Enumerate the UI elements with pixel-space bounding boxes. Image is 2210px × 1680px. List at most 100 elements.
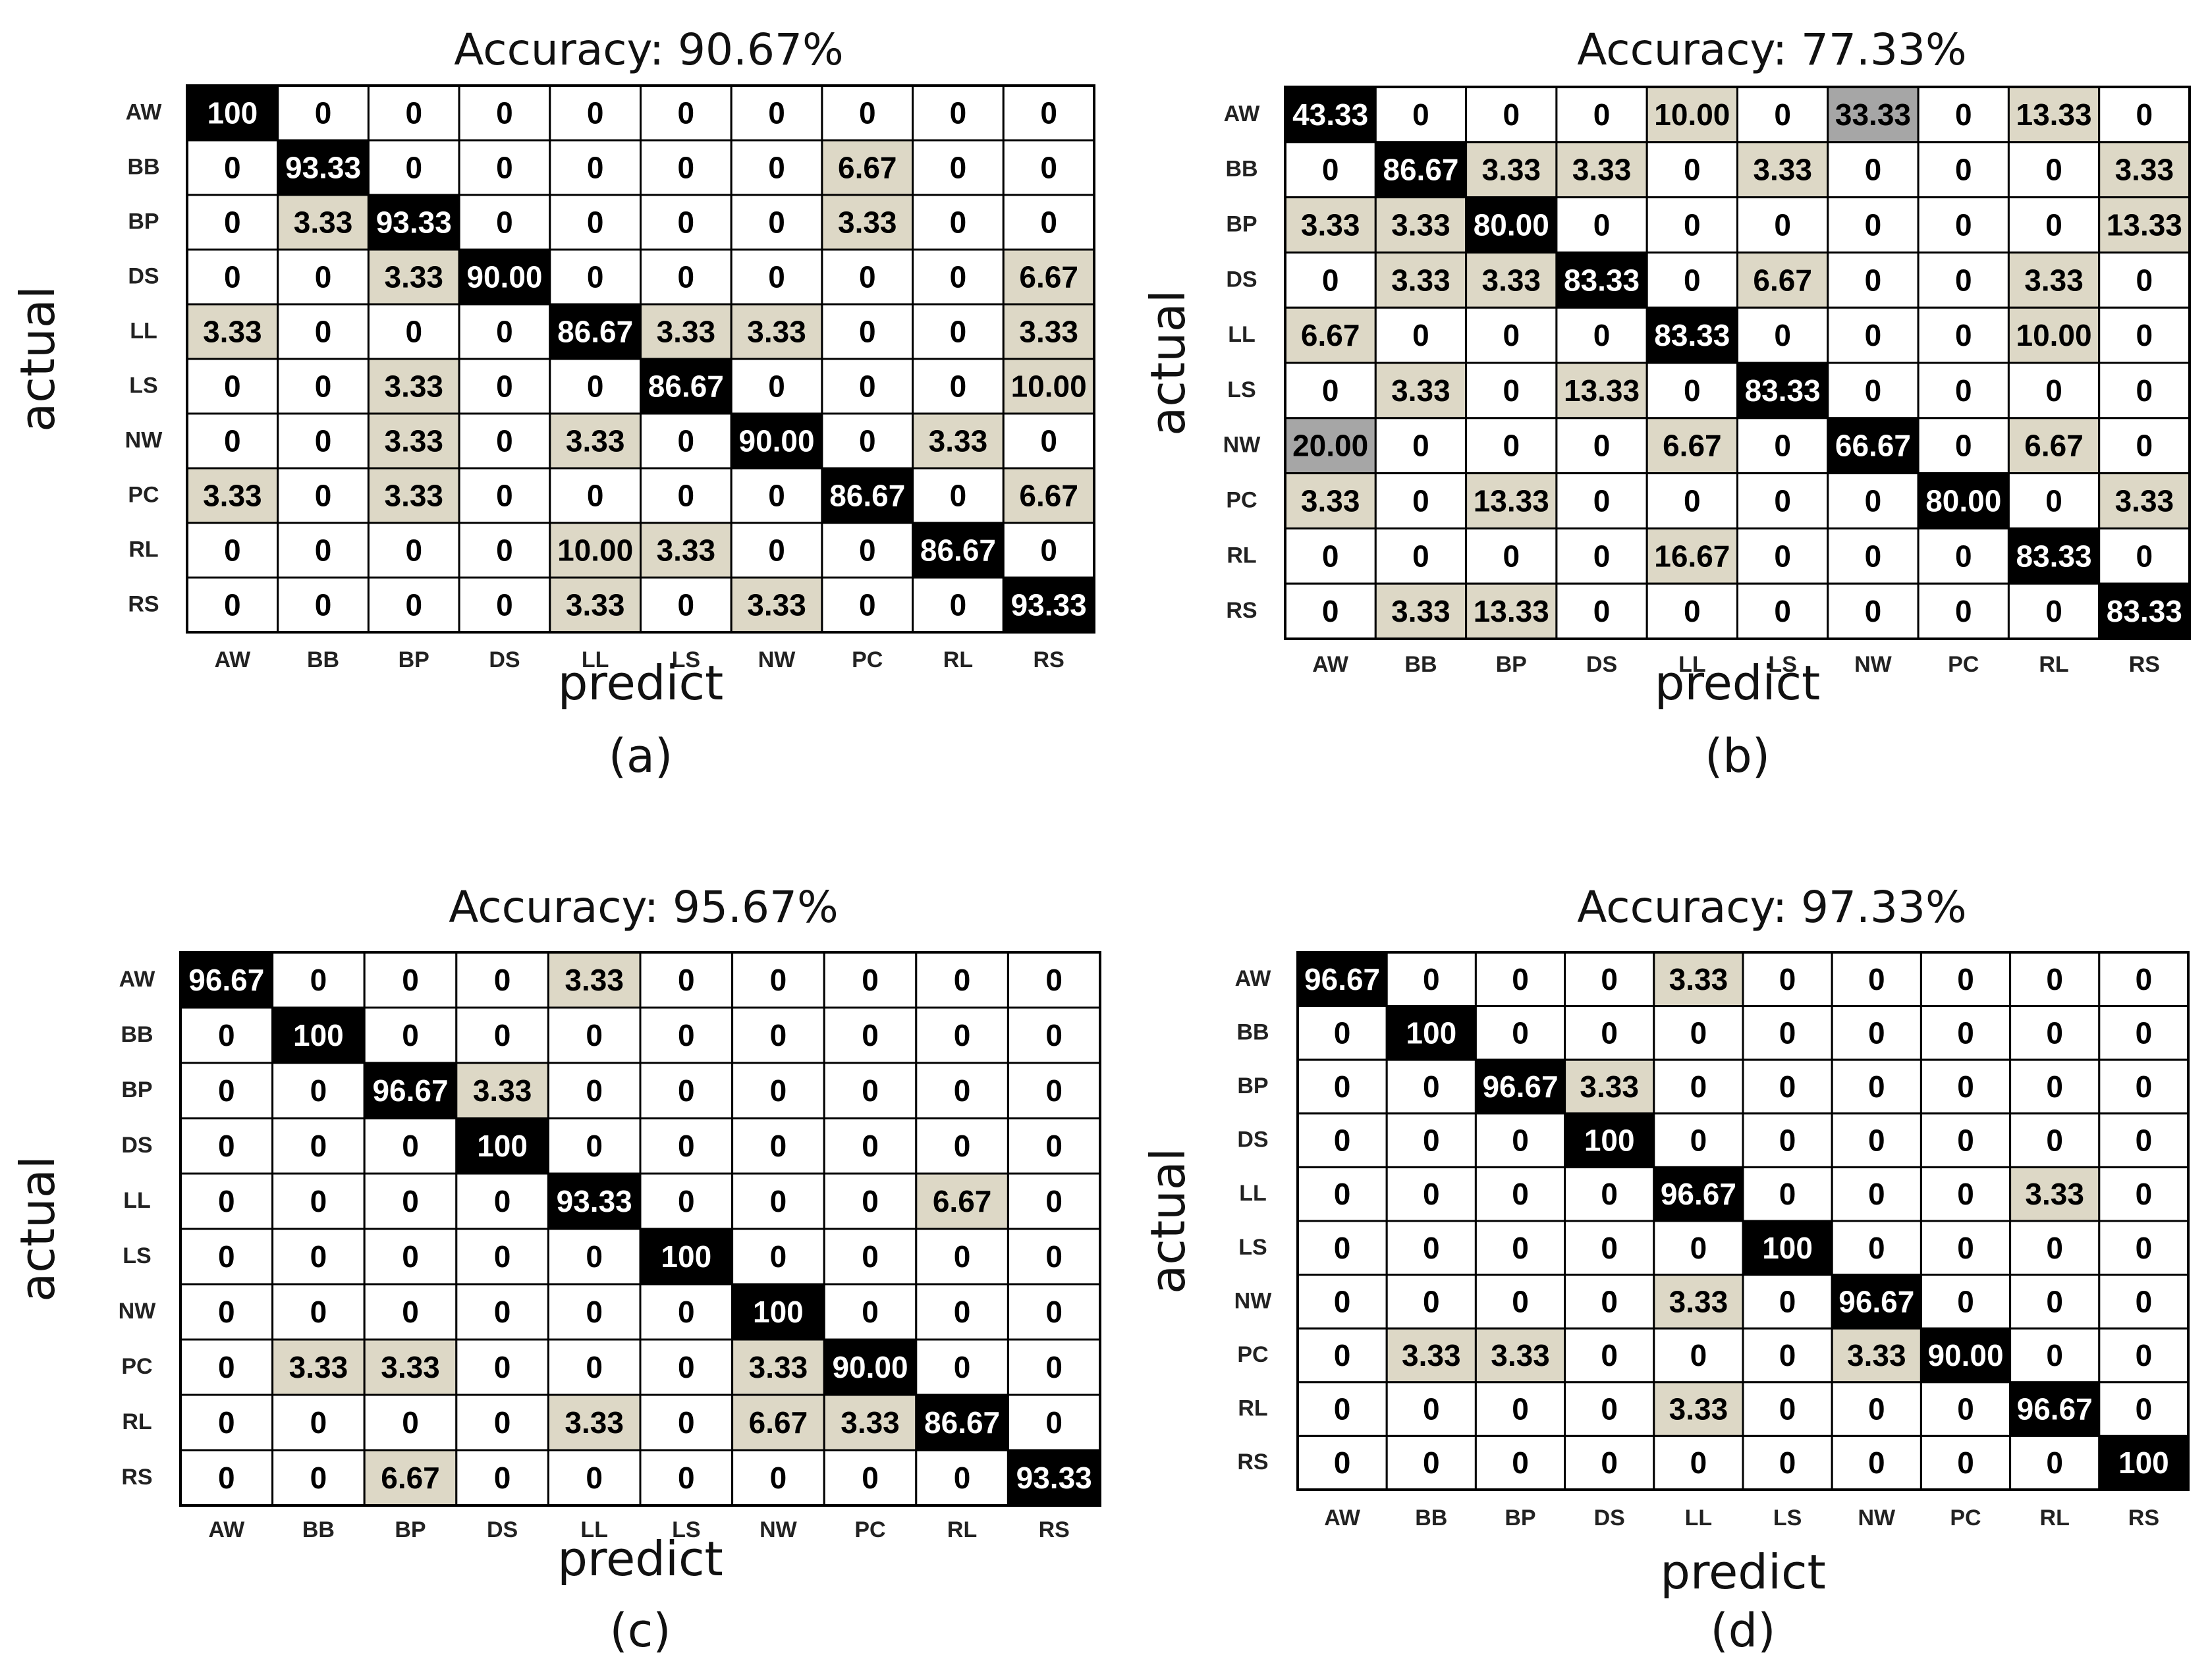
- matrix-cell: [1645, 196, 1738, 254]
- matrix-cell: [821, 84, 914, 142]
- matrix-cell: [547, 1172, 642, 1230]
- cell-value-label: 93.33: [285, 151, 361, 185]
- matrix-cell: [823, 1006, 918, 1064]
- matrix-cell: [1564, 1220, 1655, 1276]
- cell-value-label: 3.33: [749, 1350, 808, 1384]
- cell-value-label: 0: [1334, 1016, 1351, 1050]
- cell-value-label: 0: [859, 588, 876, 622]
- cell-value-label: 100: [207, 96, 258, 130]
- matrix-cell: [2098, 1166, 2190, 1222]
- cell-value-label: 100: [1584, 1124, 1635, 1158]
- cell-value-label: 0: [2136, 539, 2153, 573]
- cell-value-label: 0: [1955, 97, 1972, 132]
- matrix-cell: [640, 248, 732, 306]
- matrix-cell: [730, 139, 823, 196]
- x-tick-label: BB: [307, 647, 339, 672]
- cell-value-label: 0: [1684, 594, 1701, 628]
- x-tick-label: NW: [1858, 1505, 1896, 1531]
- cell-value-label: 6.67: [381, 1461, 440, 1495]
- matrix-cell: [639, 1117, 734, 1175]
- matrix-cell: [277, 522, 370, 579]
- cell-value-label: 0: [1955, 594, 1972, 628]
- matrix-border: [179, 951, 1101, 1507]
- cell-value-label: 0: [1503, 429, 1520, 463]
- cell-value-label: 3.33: [1572, 153, 1632, 187]
- x-tick-label: LS: [672, 647, 700, 672]
- cell-value-label: 0: [678, 1184, 695, 1218]
- matrix-cell: [1474, 1381, 1566, 1437]
- cell-value-label: 0: [2136, 373, 2153, 408]
- cell-value-label: 0: [1593, 318, 1611, 352]
- matrix-cell: [821, 194, 914, 251]
- cell-value-label: 86.67: [648, 369, 724, 404]
- cell-value-label: 0: [950, 151, 967, 185]
- cell-value-label: 0: [1334, 1231, 1351, 1265]
- matrix-cell: [1555, 141, 1648, 199]
- x-tick-label: RL: [943, 647, 973, 672]
- cell-value-label: 0: [1779, 962, 1796, 996]
- matrix-cell: [1653, 1327, 1744, 1384]
- cell-value-label: 83.33: [1745, 373, 1821, 408]
- matrix-cell: [1385, 1058, 1477, 1115]
- x-tick-label: BB: [302, 1517, 335, 1542]
- cell-value-label: 3.33: [657, 533, 716, 568]
- matrix-cell: [1742, 1058, 1833, 1115]
- matrix-cell: [547, 1283, 642, 1341]
- cell-value-label: 0: [678, 151, 695, 185]
- x-tick-label: NW: [760, 1517, 798, 1542]
- cell-value-label: 100: [753, 1295, 804, 1329]
- cell-value-label: 0: [2136, 1177, 2153, 1211]
- cell-value-label: 0: [1865, 318, 1882, 352]
- cell-value-label: 0: [587, 479, 604, 513]
- matrix-cell: [1002, 84, 1095, 142]
- cell-value-label: 0: [2046, 1284, 2063, 1318]
- x-tick-label: LS: [1768, 652, 1796, 677]
- cell-value-label: 6.67: [1663, 429, 1722, 463]
- cell-value-label: 0: [1512, 1392, 1529, 1426]
- cell-value-label: 0: [405, 151, 422, 185]
- matrix-cell: [2009, 1434, 2101, 1491]
- cell-value-label: 0: [587, 151, 604, 185]
- matrix-cell: [1917, 86, 2010, 144]
- matrix-cell: [1645, 582, 1738, 640]
- matrix-cell: [730, 248, 823, 306]
- cell-value-label: 0: [1334, 1284, 1351, 1318]
- x-axis-title: predict: [557, 1531, 723, 1586]
- cell-value-label: 0: [2046, 1446, 2063, 1480]
- y-tick-label: LL: [1228, 322, 1256, 347]
- matrix-cell: [2098, 306, 2191, 364]
- cell-value-label: 0: [859, 369, 876, 404]
- cell-value-label: 3.33: [1669, 1284, 1728, 1318]
- cell-value-label: 90.00: [738, 424, 814, 458]
- x-tick-label: PC: [1950, 1505, 1981, 1531]
- cell-value-label: 0: [950, 260, 967, 294]
- matrix-cell: [547, 1394, 642, 1451]
- matrix-cell: [363, 1117, 458, 1175]
- cell-value-label: 0: [1690, 1338, 1707, 1372]
- matrix-cell: [1465, 582, 1558, 640]
- cell-value-label: 0: [218, 1461, 235, 1495]
- cell-value-label: 0: [405, 96, 422, 130]
- confusion-matrix-panel: Accuracy: 95.67% 96.67 0 0 0 3.33 0 0 0 0 0 0 100 0 0 0…: [10, 882, 1101, 1658]
- matrix-cell: [1385, 951, 1477, 1008]
- cell-value-label: 0: [1334, 1446, 1351, 1480]
- matrix-cell: [1007, 1338, 1101, 1396]
- cell-value-label: 0: [224, 533, 241, 568]
- matrix-cell: [1920, 1327, 2012, 1384]
- cell-value-label: 0: [2045, 594, 2062, 628]
- cell-value-label: 3.33: [2115, 484, 2174, 518]
- confusion-matrix-panel: Accuracy: 77.33% 43.33 0 0 0 10.00 0 33.33 0 13.3…: [1140, 24, 2191, 783]
- cell-value-label: 0: [1423, 1392, 1440, 1426]
- y-tick-label: LL: [130, 319, 157, 344]
- matrix-cell: [186, 412, 279, 470]
- matrix-cell: [1564, 1005, 1655, 1061]
- cell-value-label: 0: [950, 369, 967, 404]
- matrix-cell: [277, 139, 370, 196]
- matrix-cell: [2009, 1005, 2101, 1061]
- cell-value-label: 0: [218, 1184, 235, 1218]
- cell-value-label: 0: [496, 151, 513, 185]
- matrix-cell: [821, 522, 914, 579]
- cell-value-label: 0: [1868, 1070, 1885, 1104]
- cell-value-label: 0: [402, 1129, 419, 1163]
- cell-value-label: 0: [224, 205, 241, 240]
